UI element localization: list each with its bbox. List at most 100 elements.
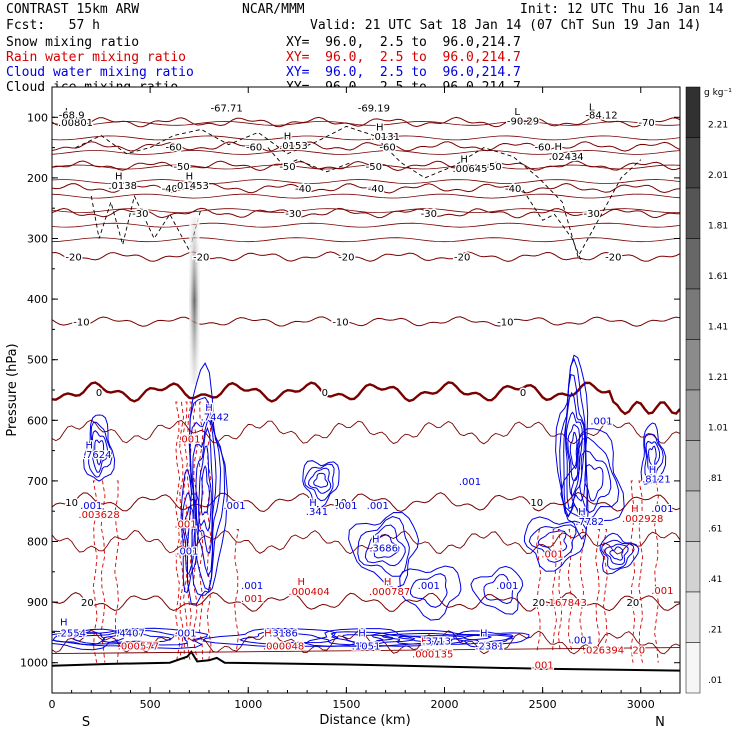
x-tick-label: 2000 — [431, 698, 459, 711]
extremum-label: H — [115, 171, 123, 182]
extremum-label: .001 — [174, 628, 196, 639]
rain-water-contour — [654, 480, 659, 663]
extremum-label: .167843 — [545, 598, 586, 609]
rain-water-contour — [557, 528, 563, 651]
colorbar-label: .81 — [708, 474, 722, 484]
y-tick-label: 300 — [27, 233, 48, 246]
cloud-water-contour — [370, 629, 514, 647]
temperature-contour-minor — [52, 419, 680, 445]
extremum-label: .7624 — [83, 450, 112, 461]
cloud-water-contour — [313, 472, 329, 488]
temperature-contour-upper — [52, 120, 680, 126]
extremum-label: .1051 — [352, 642, 381, 653]
cloud-water-contour — [604, 543, 629, 566]
temperature-contour-label: 10 — [65, 498, 78, 509]
rain-water-contour — [595, 528, 601, 651]
colorbar-label: 1.61 — [708, 272, 728, 282]
colorbar-label: 1.21 — [708, 373, 728, 383]
colorbar-segment — [685, 86, 701, 138]
cloud-water-contour — [567, 423, 581, 481]
cloud-water-contour — [645, 440, 661, 477]
extremum-label: .341 — [306, 507, 328, 518]
cloud-water-contour — [94, 439, 105, 466]
extremum-label: .000048 — [263, 642, 304, 653]
y-axis-label: Pressure (hPa) — [5, 343, 20, 436]
colorbar-label: .01 — [708, 676, 722, 686]
temperature-contour-label: 20 — [532, 598, 545, 609]
extremum-label: .001 — [176, 547, 198, 558]
rain-water-contours — [92, 401, 659, 663]
extremum-label: .001 — [571, 636, 593, 647]
field-cloudwater-xy: XY= 96.0, 2.5 to 96.0,214.7 — [286, 65, 521, 80]
cloud-water-contour — [91, 430, 109, 473]
temperature-contour--40 — [52, 182, 680, 194]
cloud-water-contour — [380, 633, 492, 645]
colorbar-label: 2.21 — [708, 120, 728, 130]
cloud-ice-contour — [522, 189, 583, 263]
cloud-water-contour — [307, 467, 332, 494]
temperature-contour-label: -20 — [605, 253, 621, 264]
cloud-water-contour — [569, 431, 578, 470]
temperature-contour-label: 0 — [322, 388, 328, 399]
cloud-water-contour — [101, 633, 172, 643]
extremum-label: H — [649, 465, 657, 476]
x-axis-start-label: S — [82, 715, 90, 730]
colorbar-label: 1.01 — [708, 423, 728, 433]
rain-water-contour — [114, 480, 120, 663]
extremum-label: H — [264, 628, 272, 639]
colorbar: 2.21 2.01 1.81 1.61 1.41 1.21 1.01 .81 .61 .41 .21… — [685, 86, 728, 694]
extremum-label: L — [65, 107, 71, 118]
cloud-water-contour — [470, 565, 524, 615]
y-tick-label: 500 — [27, 354, 48, 367]
extremum-label: .002928 — [622, 514, 663, 525]
temperature-contour-lowest — [52, 647, 680, 655]
y-tick-label: 800 — [27, 536, 48, 549]
colorbar-segment — [685, 490, 701, 542]
temperature-contour-labels: -70-60 -60 -60 -60-50 -50 -50 -50-40 -40 -40 -40-… — [64, 117, 657, 611]
colorbar-segment — [685, 389, 701, 441]
extremum-label: .001 — [174, 519, 196, 530]
extremum-label: H — [421, 636, 429, 647]
valid-time: Valid: 21 UTC Sat 18 Jan 14 (07 ChT Sun … — [310, 18, 702, 33]
cloud-water-contour — [599, 532, 640, 575]
extremum-label: L — [589, 102, 595, 113]
extremum-label: .001 — [80, 501, 102, 512]
extremum-label: H — [284, 131, 292, 142]
cloud-water-contour — [565, 411, 583, 497]
cloud-water-contour — [528, 524, 577, 563]
x-tick-label: 1500 — [332, 698, 360, 711]
x-axis-end-label: N — [655, 715, 665, 730]
cloud-water-contour — [72, 629, 188, 646]
y-tick-label: 200 — [27, 172, 48, 185]
extremum-label: .0153 — [279, 141, 308, 152]
extremum-label: .001 — [178, 434, 200, 445]
rain-water-contour — [536, 528, 542, 651]
cloud-water-contour — [83, 414, 116, 482]
extremum-label: H — [384, 577, 392, 588]
rain-water-contour — [552, 528, 557, 651]
cloud-water-contours — [52, 354, 667, 651]
cloud-water-contour — [180, 468, 200, 594]
temperature-contour-upper — [52, 222, 680, 228]
extremum-label: H — [297, 577, 305, 588]
colorbar-segment — [685, 238, 701, 290]
cloud-water-contour — [373, 534, 400, 559]
temperature-contour-label: -50 — [279, 162, 295, 173]
temperature-contour-label: 0 — [96, 388, 102, 399]
cloud-water-contour — [584, 464, 604, 502]
temperature-contour-label: -50 — [173, 162, 189, 173]
temperature-contour-label: -20 — [193, 253, 209, 264]
extremum-label: .0138 — [108, 181, 137, 192]
extremum-label: -90.29 — [507, 116, 539, 127]
extremum-label: .000577 — [118, 642, 159, 653]
extremum-label: .001 — [418, 581, 440, 592]
extremum-label: .003628 — [78, 510, 119, 521]
temperature-contour-upper — [52, 135, 680, 141]
temperature-contour-upper — [52, 208, 680, 214]
extremum-label: .01453 — [174, 181, 209, 192]
extremum-label: .001 — [651, 504, 673, 515]
extremum-label: .3686 — [369, 544, 398, 555]
temperature-contour-label: -20 — [65, 253, 81, 264]
extremum-label: .3713 — [422, 636, 451, 647]
temperature-contour-upper — [52, 237, 680, 243]
